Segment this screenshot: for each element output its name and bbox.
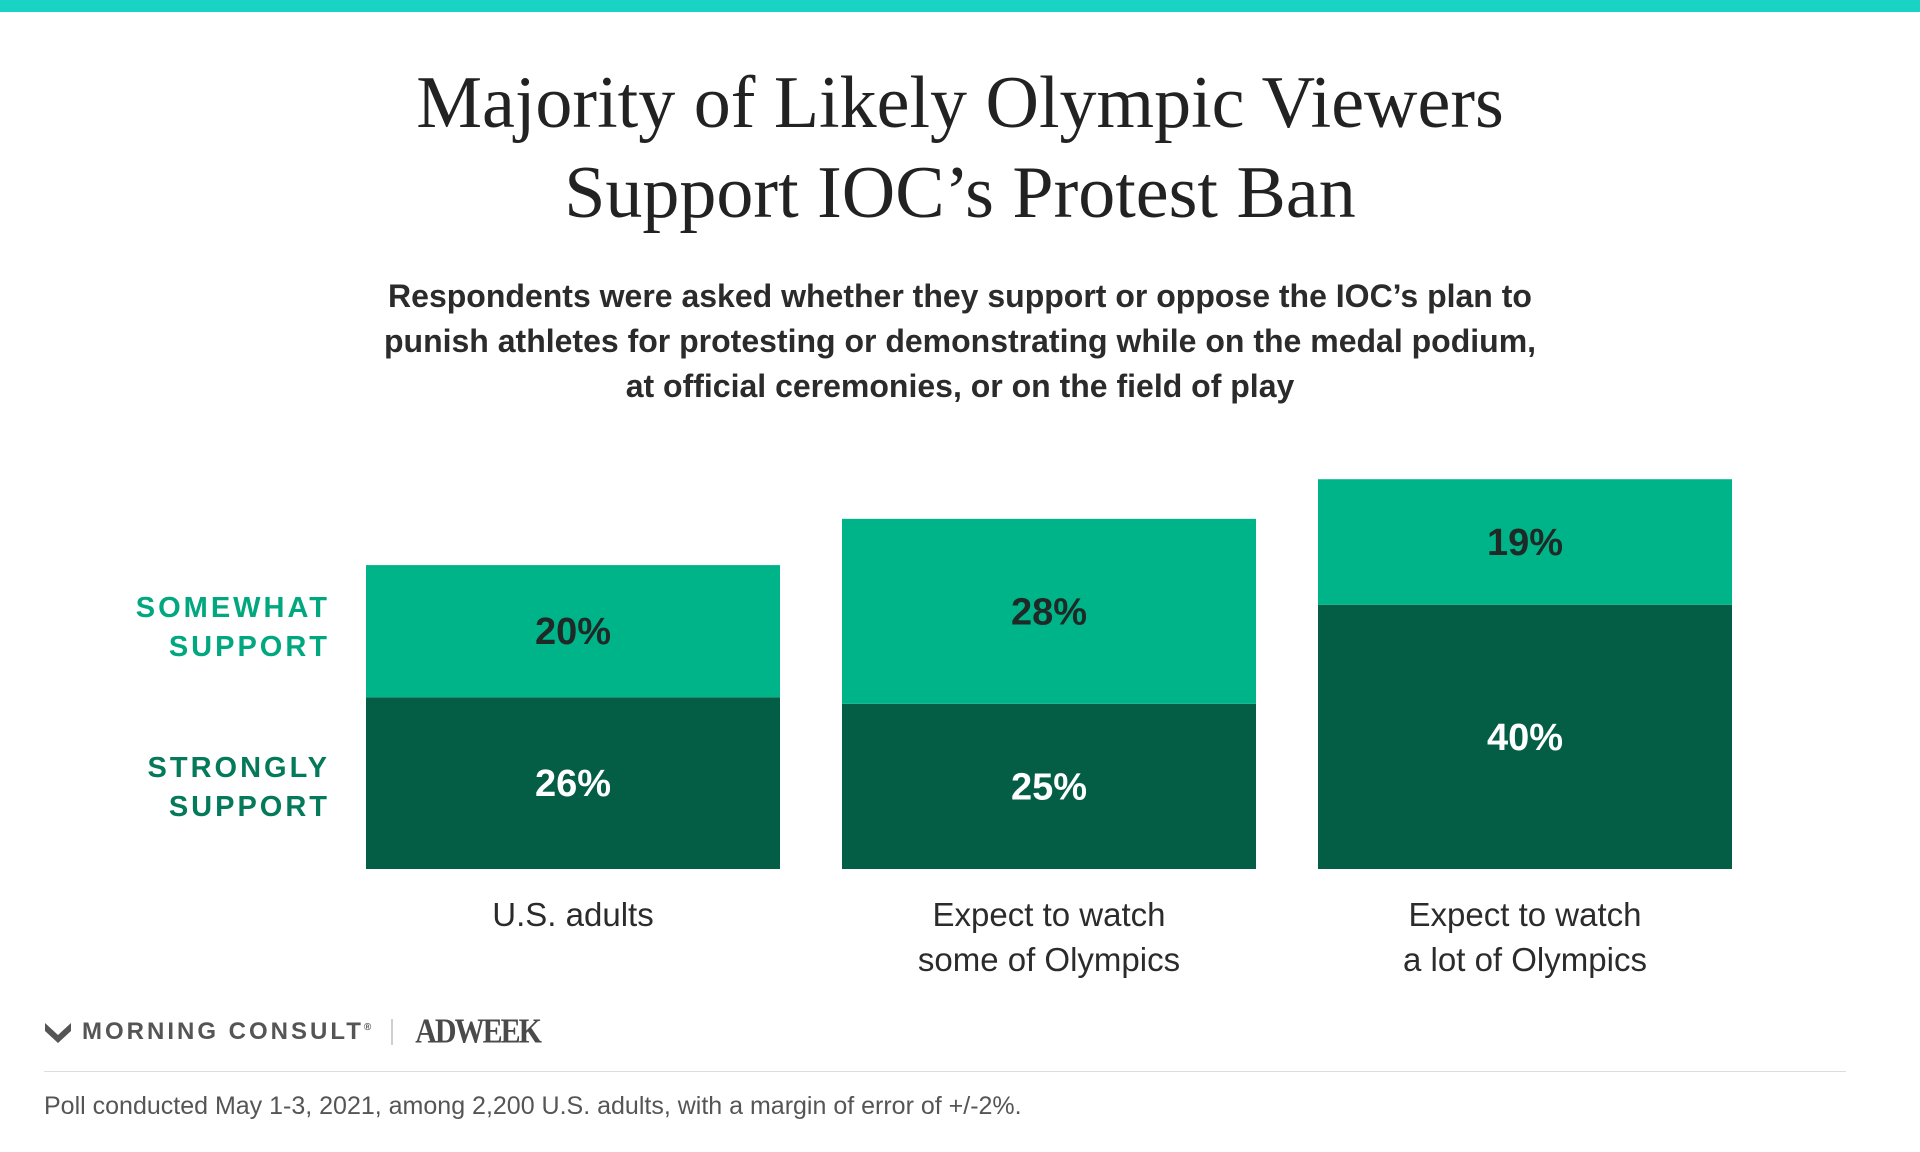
- chart-subtitle-line-1: Respondents were asked whether they supp…: [388, 278, 1532, 314]
- footer-divider: [44, 1071, 1846, 1072]
- chart-subtitle: Respondents were asked whether they supp…: [0, 274, 1920, 409]
- accent-top-bar: [0, 0, 1920, 12]
- category-label-3-line-2: a lot of Olympics: [1403, 941, 1647, 978]
- category-label-2-line-1: Expect to watch: [933, 896, 1166, 933]
- chart-title-line-1: Majority of Likely Olympic Viewers: [416, 62, 1504, 144]
- chart-title-line-2: Support IOC’s Protest Ban: [564, 152, 1356, 234]
- branding-row: MORNING CONSULT® ADWEEK: [44, 1012, 542, 1052]
- bar-somewhat-1: [366, 565, 780, 698]
- bar-strongly-3: [1318, 604, 1732, 869]
- value-label-somewhat-3: 19%: [1487, 522, 1563, 564]
- bar-strongly-2: [842, 703, 1256, 869]
- chart-subtitle-line-3: at official ceremonies, or on the field …: [625, 368, 1295, 404]
- bar-strongly-1: [366, 697, 780, 869]
- chart-title: Majority of Likely Olympic Viewers Suppo…: [0, 58, 1920, 238]
- chart-subtitle-line-2: punish athletes for protesting or demons…: [383, 323, 1537, 359]
- legend-somewhat-support-line-2: SUPPORT: [169, 631, 330, 663]
- value-label-strongly-2: 25%: [1011, 766, 1087, 808]
- bar-somewhat-3: [1318, 479, 1732, 605]
- category-label-1-line-1: U.S. adults: [492, 896, 653, 933]
- legend-strongly-support-line-2: SUPPORT: [169, 791, 330, 823]
- value-label-somewhat-2: 28%: [1011, 591, 1087, 633]
- legend-somewhat-support-line-1: SOMEWHAT: [136, 592, 330, 624]
- value-label-strongly-3: 40%: [1487, 717, 1563, 759]
- adweek-logo: ADWEEK: [415, 1012, 542, 1051]
- value-label-strongly-1: 26%: [535, 763, 611, 805]
- morning-consult-name: MORNING CONSULT: [82, 1018, 364, 1045]
- branding-divider: [391, 1019, 394, 1045]
- trademark-symbol: ®: [363, 1022, 372, 1033]
- category-label-3-line-1: Expect to watch: [1409, 896, 1642, 933]
- legend-strongly-support-line-1: STRONGLY: [148, 752, 330, 784]
- bar-somewhat-2: [842, 518, 1256, 704]
- value-label-somewhat-1: 20%: [535, 611, 611, 653]
- morning-consult-wordmark: MORNING CONSULT®: [82, 1018, 371, 1046]
- footnote: Poll conducted May 1-3, 2021, among 2,20…: [44, 1092, 1022, 1120]
- category-label-2-line-2: some of Olympics: [918, 941, 1180, 978]
- morning-consult-logo-icon: [45, 1023, 71, 1043]
